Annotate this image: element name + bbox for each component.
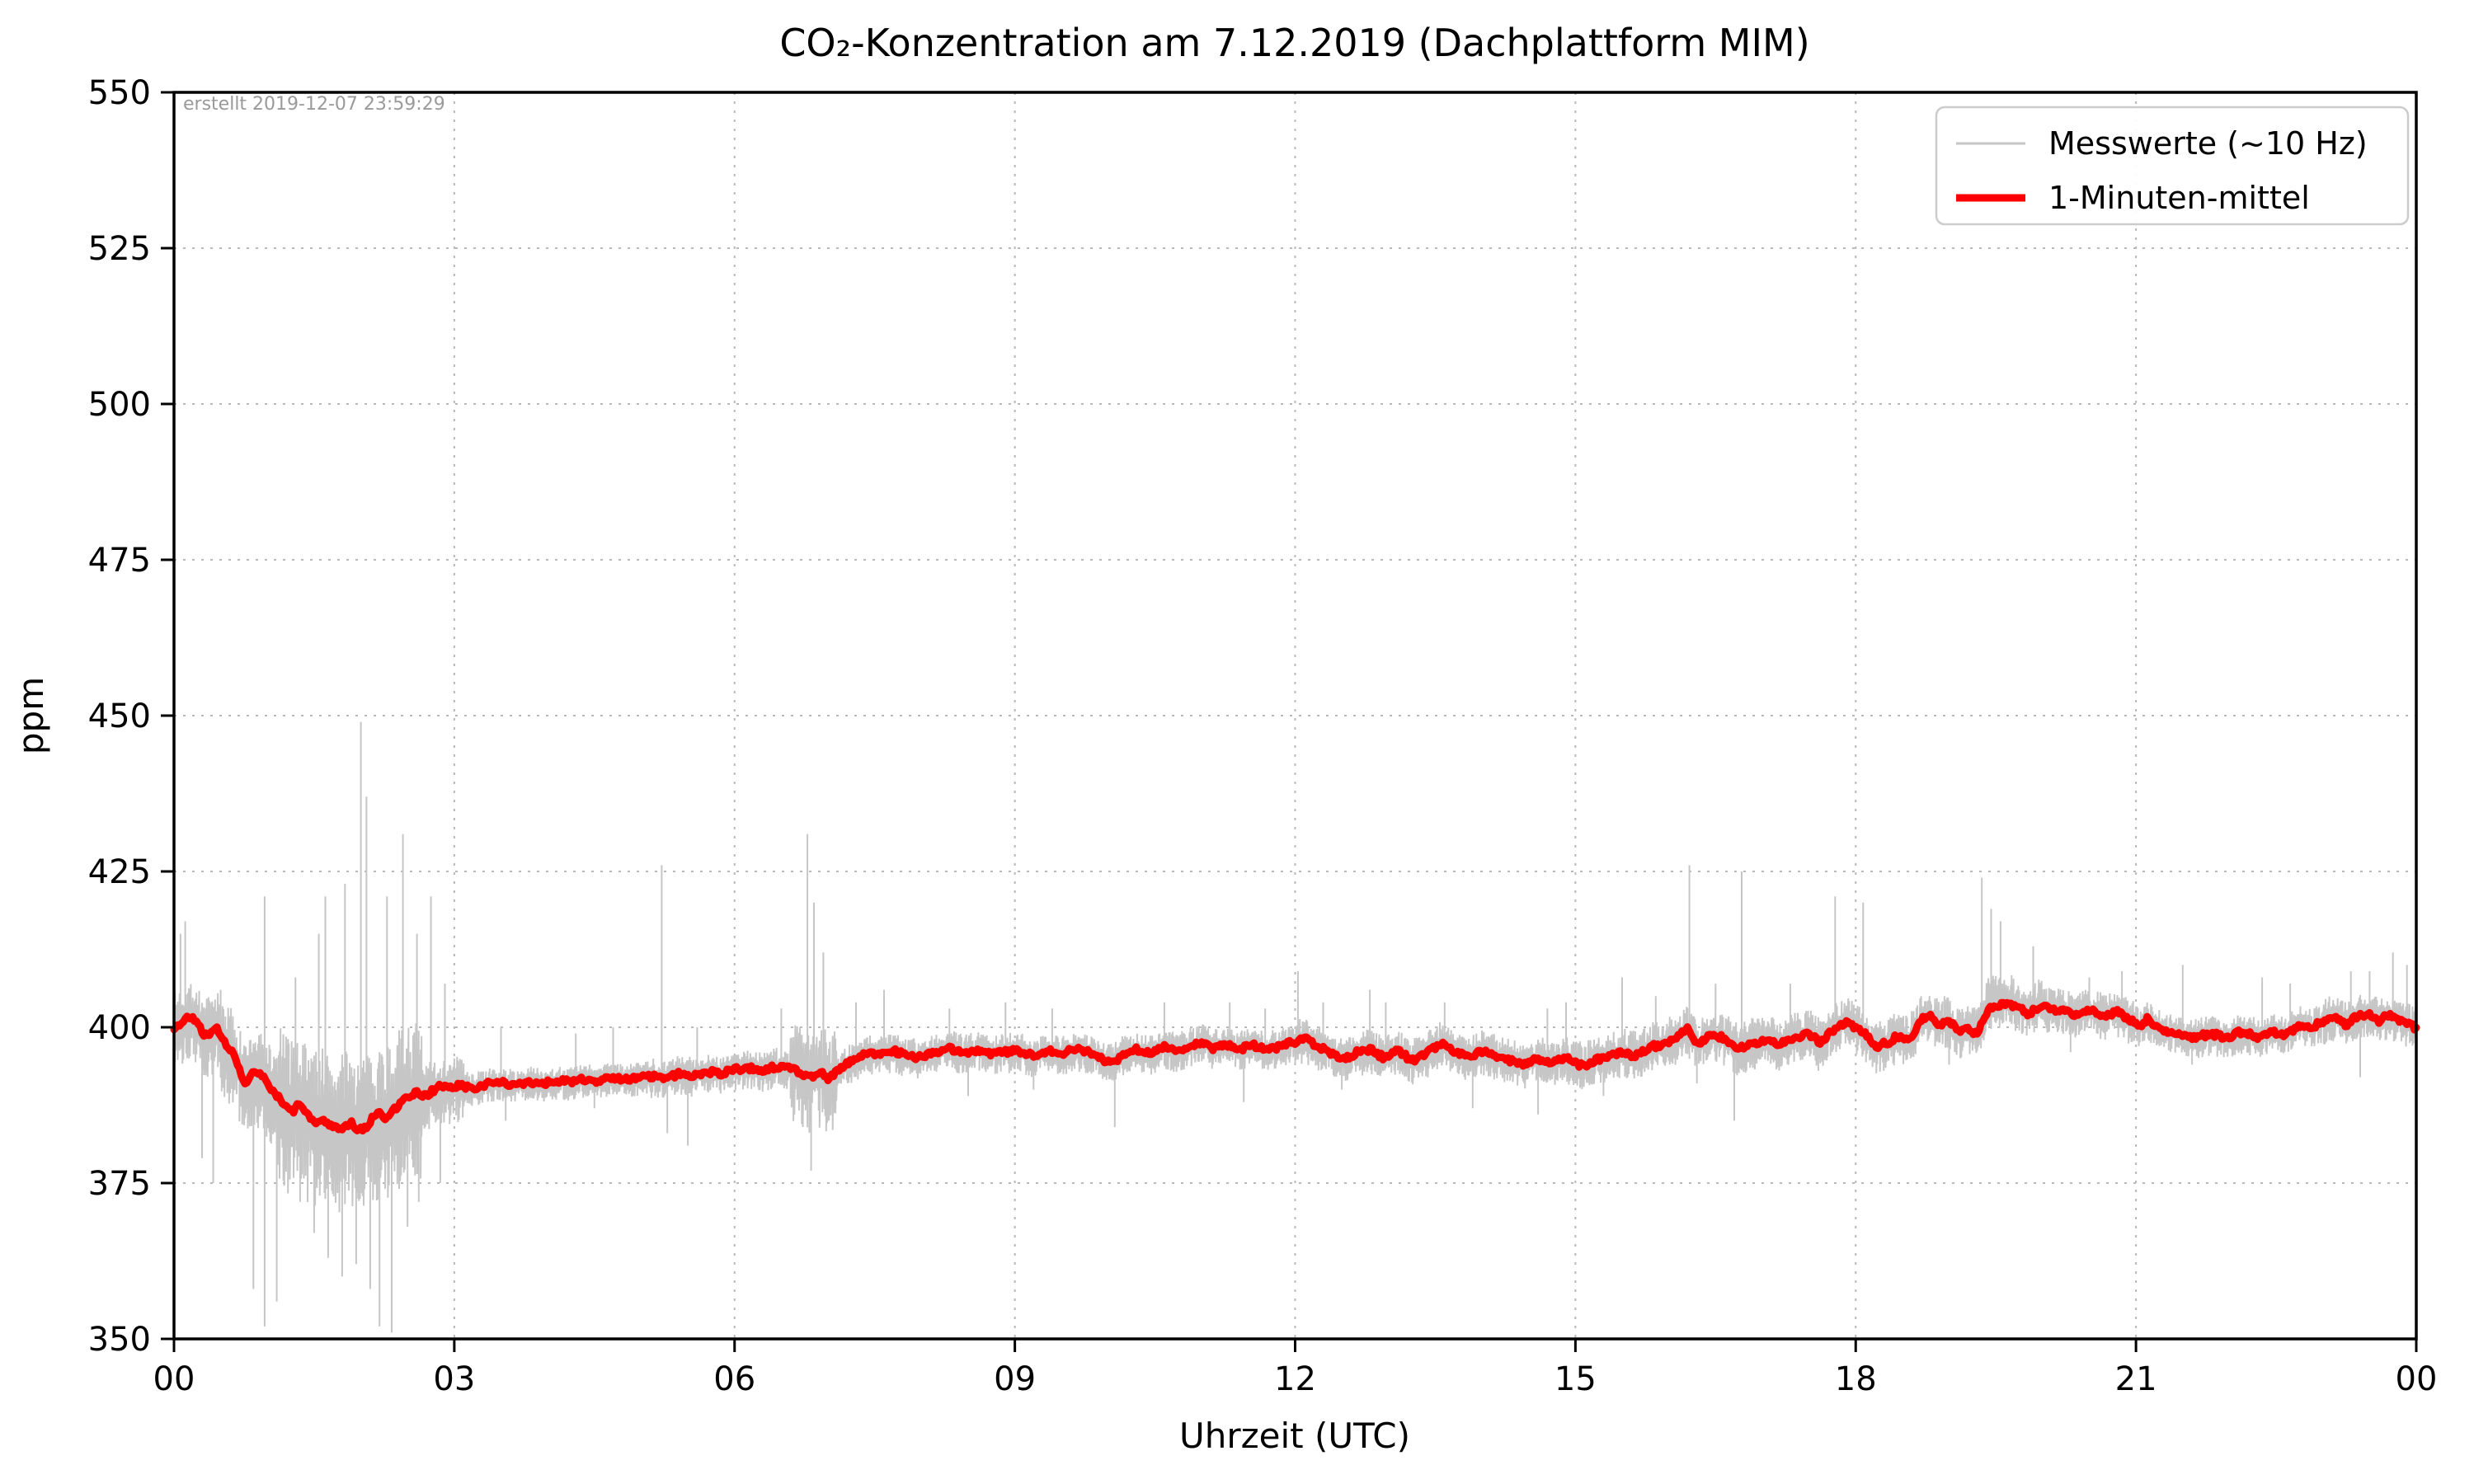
axes-layer: 00 03 06 09 12 15 18 21 003503754004254504755005… bbox=[88, 74, 2438, 1398]
x-tick-label: 12 bbox=[1274, 1360, 1316, 1398]
x-tick-label: 21 bbox=[2115, 1360, 2157, 1398]
y-tick-label: 550 bbox=[88, 74, 151, 112]
mean-series-path bbox=[170, 998, 2420, 1135]
x-tick-label: 06 bbox=[713, 1360, 755, 1398]
x-tick-label: 03 bbox=[433, 1360, 475, 1398]
y-tick-label: 450 bbox=[88, 697, 151, 735]
raw-series-path bbox=[173, 721, 2417, 1333]
y-tick-label: 350 bbox=[88, 1321, 151, 1359]
series-layer bbox=[170, 721, 2420, 1333]
x-tick-label: 18 bbox=[1835, 1360, 1877, 1398]
x-tick-label: 09 bbox=[994, 1360, 1036, 1398]
x-axis-label: Uhrzeit (UTC) bbox=[1179, 1416, 1410, 1456]
legend-mean-label: 1-Minuten-mittel bbox=[2048, 180, 2310, 216]
y-tick-label: 425 bbox=[88, 853, 151, 891]
legend-raw-label: Messwerte (~10 Hz) bbox=[2048, 125, 2368, 162]
x-tick-label: 00 bbox=[2396, 1360, 2438, 1398]
y-tick-label: 400 bbox=[88, 1009, 151, 1047]
y-tick-label: 475 bbox=[88, 542, 151, 580]
x-tick-label: 00 bbox=[153, 1360, 195, 1398]
legend-box bbox=[1935, 106, 2410, 226]
y-tick-label: 500 bbox=[88, 386, 151, 424]
legend: Messwerte (~10 Hz) 1-Minuten-mittel bbox=[1935, 106, 2410, 226]
created-timestamp: erstellt 2019-12-07 23:59:29 bbox=[183, 94, 445, 115]
y-tick-label: 375 bbox=[88, 1165, 151, 1203]
y-tick-label: 525 bbox=[88, 230, 151, 268]
chart-title: CO₂-Konzentration am 7.12.2019 (Dachplat… bbox=[779, 21, 1809, 65]
grid-layer bbox=[173, 92, 2417, 1340]
y-axis-label: ppm bbox=[11, 677, 51, 754]
x-tick-label: 15 bbox=[1554, 1360, 1597, 1398]
